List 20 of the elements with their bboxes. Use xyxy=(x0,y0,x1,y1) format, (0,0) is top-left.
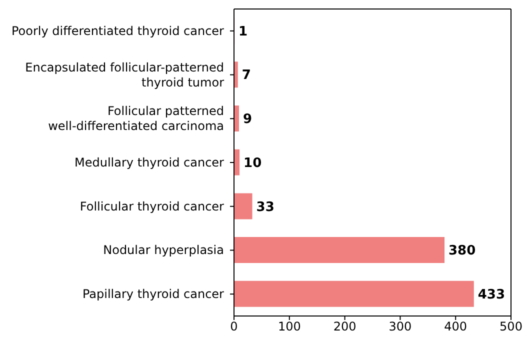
y-tick-label: Follicular patterned well-differentiated carcinoma xyxy=(48,104,224,134)
x-tick-label: 400 xyxy=(444,320,468,334)
y-tick-label: Medullary thyroid cancer xyxy=(74,156,224,170)
data-label: 433 xyxy=(478,288,506,303)
x-tick-label: 0 xyxy=(230,320,238,334)
data-label: 7 xyxy=(242,68,251,84)
data-label: 9 xyxy=(242,112,252,128)
data-label: 33 xyxy=(256,200,274,215)
y-tick-label: Follicular thyroid cancer xyxy=(80,199,224,214)
x-tick-label: 300 xyxy=(388,320,412,334)
data-label: 380 xyxy=(448,244,476,259)
y-tick-label: Papillary thyroid cancer xyxy=(82,287,224,302)
x-tick-label: 500 xyxy=(500,320,522,334)
data-label: 1 xyxy=(238,24,248,40)
y-tick-label: Poorly differentiated thyroid cancer xyxy=(11,24,224,38)
x-tick-label: 100 xyxy=(278,320,301,334)
y-tick-label: Encapsulated follicular-patterned thyroid tumor xyxy=(25,60,224,90)
y-tick-label: Nodular hyperplasia xyxy=(103,243,224,258)
x-tick-label: 200 xyxy=(333,320,356,334)
data-label: 10 xyxy=(244,156,262,171)
